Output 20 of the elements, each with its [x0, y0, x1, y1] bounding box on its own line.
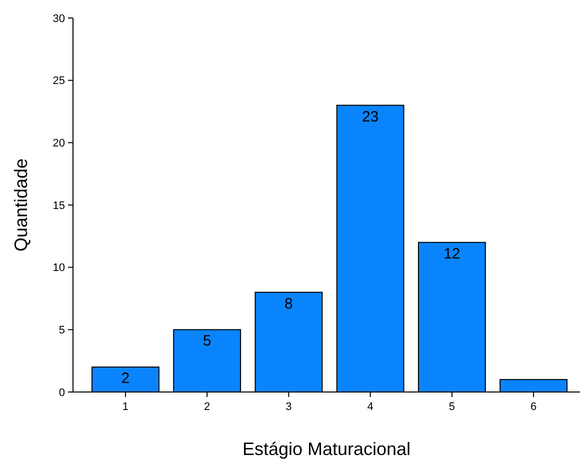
y-tick-label: 5 [58, 324, 65, 337]
data-label: 5 [202, 332, 212, 350]
y-tick-label: 20 [52, 138, 65, 150]
x-tick-label: 3 [286, 401, 292, 413]
y-axis-title: Quantidade [11, 158, 31, 252]
data-label: 23 [362, 108, 379, 126]
x-axis-title: Estágio Maturacional [242, 439, 411, 459]
x-tick-label: 5 [448, 401, 455, 413]
data-label: 12 [444, 245, 460, 262]
y-tick-label: 30 [52, 12, 65, 25]
x-tick-label: 4 [367, 401, 374, 413]
y-tick-label: 15 [52, 200, 65, 212]
y-tick-label: 0 [58, 386, 65, 399]
y-tick-label: 10 [52, 262, 65, 274]
x-tick-label: 1 [122, 401, 129, 413]
data-label: 8 [284, 295, 293, 312]
data-label: 2 [121, 370, 130, 388]
x-tick-label: 6 [530, 401, 537, 413]
y-tick-label: 25 [52, 75, 65, 88]
x-tick-label: 2 [204, 401, 210, 413]
